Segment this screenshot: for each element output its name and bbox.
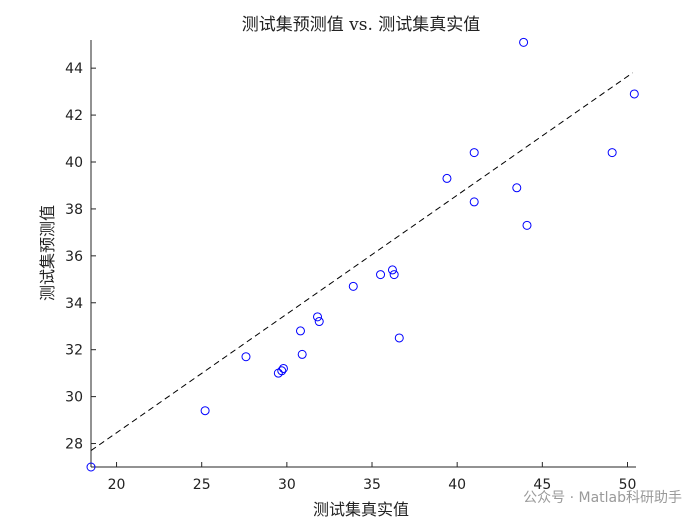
y-tick-label: 28 (65, 437, 83, 453)
data-point (348, 281, 358, 291)
data-point (469, 148, 479, 158)
data-point (376, 270, 386, 280)
data-point (277, 366, 287, 376)
y-tick-label: 32 (65, 343, 83, 359)
data-point (295, 326, 305, 336)
x-tick-label: 35 (363, 477, 381, 493)
data-point (629, 89, 639, 99)
x-tick-label: 20 (108, 477, 126, 493)
data-point (389, 270, 399, 280)
y-tick-label: 38 (65, 202, 83, 218)
data-point (86, 462, 96, 472)
x-axis-label: 测试集真实值 (313, 500, 409, 519)
data-point (469, 197, 479, 207)
data-point (387, 265, 397, 275)
x-tick-label: 40 (448, 477, 466, 493)
data-points (86, 37, 639, 472)
y-tick-label: 34 (65, 296, 83, 312)
x-tick-label: 30 (278, 477, 296, 493)
y-tick-label: 42 (65, 108, 83, 124)
data-point (241, 352, 251, 362)
data-point (512, 183, 522, 193)
reference-line (90, 72, 633, 451)
data-point (297, 349, 307, 359)
data-point (394, 333, 404, 343)
y-tick-label: 44 (65, 61, 83, 77)
data-point (607, 148, 617, 158)
data-point (519, 37, 529, 47)
y-tick-label: 36 (65, 249, 83, 265)
data-point (522, 220, 532, 230)
watermark-text: 公众号 · Matlab科研助手 (523, 490, 682, 506)
x-tick-label: 25 (193, 477, 211, 493)
data-point (442, 173, 452, 183)
data-point (314, 317, 324, 327)
y-tick-label: 40 (65, 155, 83, 171)
y-tick-label: 30 (65, 390, 83, 406)
x-tick-label: 45 (533, 477, 551, 493)
x-tick-label: 50 (619, 477, 637, 493)
chart-title: 测试集预测值 vs. 测试集真实值 (242, 15, 481, 35)
data-point (278, 363, 288, 373)
data-point (200, 406, 210, 416)
axes: 20 25 30 35 40 45 50 28 30 32 34 36 38 40 42 44 (65, 40, 636, 493)
y-axis-label: 测试集预测值 (38, 205, 57, 301)
reference-line-path (90, 72, 633, 451)
data-point (313, 312, 323, 322)
